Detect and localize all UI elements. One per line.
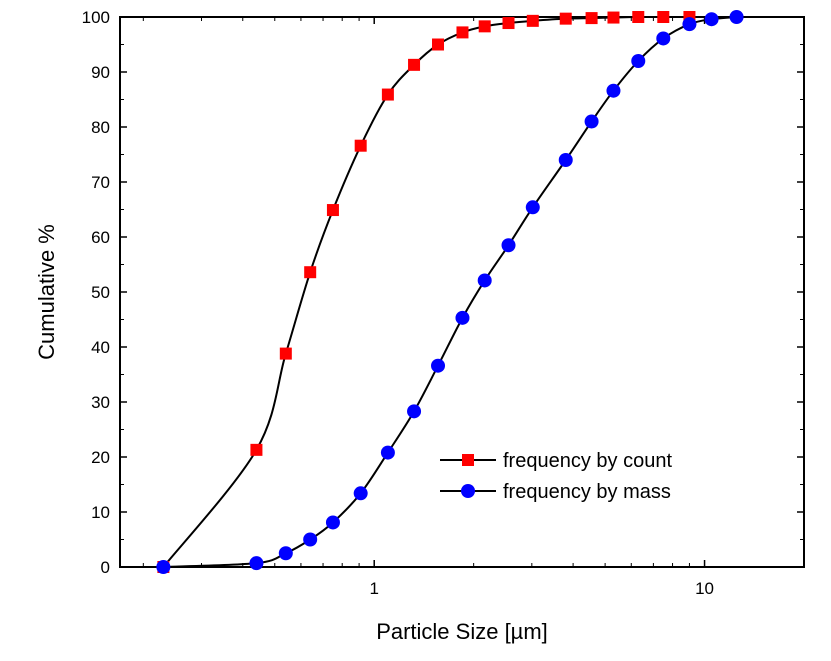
x-axis-title: Particle Size [µm]: [376, 619, 548, 644]
mass-point: [558, 153, 573, 167]
plot-frame: [119, 16, 805, 568]
count-point: [279, 347, 292, 360]
mass-point: [584, 114, 599, 129]
count-point: [632, 11, 645, 23]
count-point: [432, 38, 445, 51]
mass-point: [704, 12, 719, 27]
mass-point: [431, 358, 446, 373]
mass-point: [249, 556, 264, 571]
count-point: [478, 20, 491, 33]
count-point: [250, 443, 263, 456]
mass-point: [380, 445, 395, 460]
y-tick-label: 40: [91, 338, 110, 357]
count-point: [381, 88, 394, 101]
y-tick-label: 70: [91, 173, 110, 192]
count-point: [304, 266, 317, 279]
mass-point: [729, 10, 744, 24]
mass-point: [156, 560, 171, 574]
count-point: [408, 58, 421, 71]
count-point: [657, 11, 670, 23]
mass-point: [631, 54, 646, 68]
mass-point: [278, 546, 293, 561]
count-point: [326, 204, 339, 217]
mass-point: [682, 17, 697, 32]
y-tick-label: 20: [91, 448, 110, 467]
y-tick-label: 50: [91, 283, 110, 302]
y-axis-title: Cumulative %: [34, 224, 59, 360]
count-point: [502, 17, 515, 30]
data-markers: [156, 10, 744, 574]
count-point: [559, 12, 572, 25]
legend-marker-mass: [461, 484, 475, 498]
legend-label-count: frequency by count: [503, 450, 672, 472]
y-tick-label: 30: [91, 393, 110, 412]
y-tick-label: 60: [91, 228, 110, 247]
y-tick-label: 90: [91, 63, 110, 82]
count-point: [456, 26, 469, 39]
y-tick-label: 100: [82, 8, 110, 27]
y-tick-label: 10: [91, 503, 110, 522]
x-tick-label: 1: [369, 579, 378, 598]
x-tick-label: 10: [695, 579, 714, 598]
mass-point: [455, 310, 470, 325]
count-point: [526, 14, 539, 27]
count-point: [585, 12, 598, 25]
mass-point: [303, 532, 318, 547]
mass-point: [656, 31, 671, 46]
mass-point: [501, 238, 516, 253]
mass-point: [353, 486, 368, 501]
mass-point: [525, 200, 540, 215]
count-point: [354, 139, 367, 152]
mass-point: [477, 273, 492, 288]
mass-point: [325, 515, 340, 530]
count-point: [607, 11, 620, 24]
legend: frequency by count frequency by mass: [440, 450, 672, 503]
y-tick-label: 0: [101, 558, 110, 577]
legend-marker-count: [462, 454, 474, 466]
mass-point: [606, 83, 621, 98]
y-tick-label: 80: [91, 118, 110, 137]
legend-label-mass: frequency by mass: [503, 481, 671, 503]
mass-point: [407, 404, 422, 419]
